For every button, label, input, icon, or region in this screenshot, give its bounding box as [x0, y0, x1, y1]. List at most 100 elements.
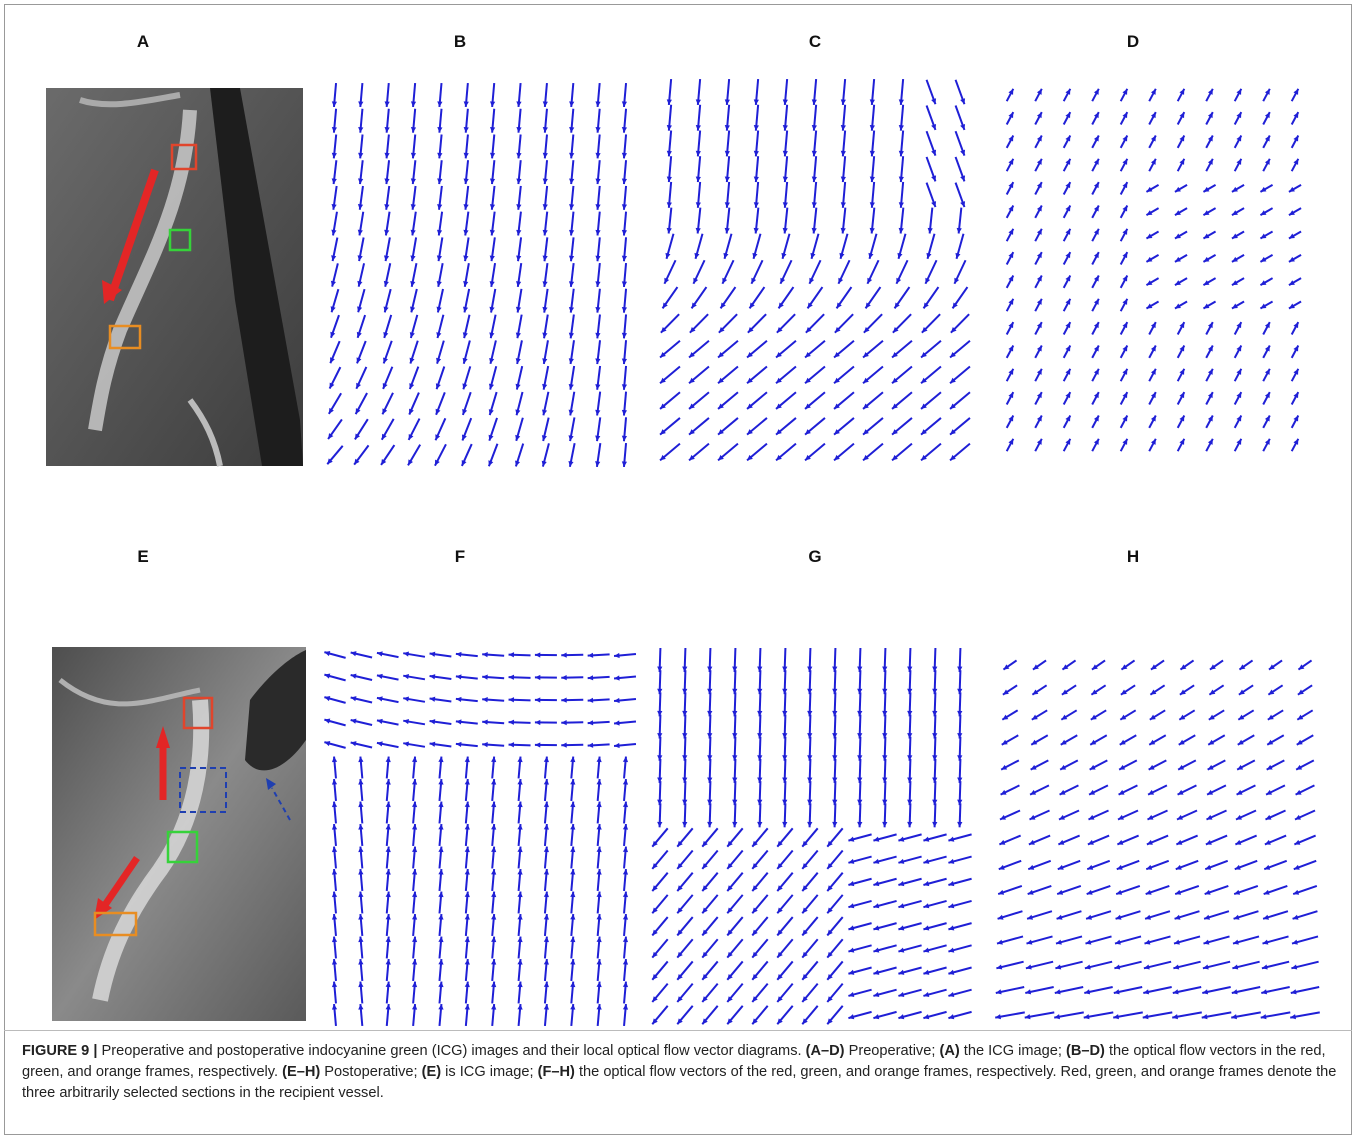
flow-arrowhead	[622, 127, 627, 133]
flow-arrowhead	[595, 178, 600, 184]
flow-arrowhead	[1175, 890, 1181, 895]
flow-arrowhead	[783, 151, 788, 157]
flow-arrowhead	[410, 358, 415, 364]
flow-arrowhead	[358, 847, 363, 853]
panel-label: C	[809, 32, 821, 51]
flow-arrowhead	[569, 127, 574, 133]
flow-arrowhead	[517, 847, 522, 853]
flow-arrowhead	[386, 892, 391, 898]
flow-arrowhead	[782, 822, 787, 827]
flow-arrowhead	[544, 937, 549, 943]
flow-arrowhead	[832, 822, 837, 827]
flow-arrowhead	[489, 435, 494, 441]
caption-text: (A–D)	[806, 1043, 845, 1059]
flow-arrowhead	[622, 384, 627, 390]
caption-text: Postoperative;	[320, 1064, 421, 1080]
flow-arrowhead	[412, 779, 417, 785]
flow-arrowhead	[597, 959, 602, 965]
flow-arrowhead	[725, 151, 730, 157]
flow-arrowhead	[614, 675, 620, 680]
flow-arrowhead	[757, 822, 762, 827]
flow-arrowhead	[732, 822, 737, 827]
flow-arrowhead	[667, 125, 672, 131]
flow-arrowhead	[544, 959, 549, 965]
flow-arrowhead	[438, 982, 443, 988]
panel-label: H	[1127, 547, 1139, 566]
flow-arrowhead	[517, 757, 522, 763]
flow-arrowhead	[754, 176, 759, 182]
flow-arrowhead	[622, 101, 627, 107]
flow-arrowhead	[754, 151, 759, 157]
flow-arrowhead	[465, 937, 470, 943]
flow-arrowhead	[482, 697, 488, 702]
caption-text: (E)	[422, 1064, 441, 1080]
flow-arrowhead	[491, 779, 496, 785]
flow-arrowhead	[960, 98, 965, 104]
flow-arrowhead	[491, 824, 496, 830]
flow-arrowhead	[412, 892, 417, 898]
flow-arrowhead	[561, 698, 566, 703]
flow-arrowhead	[465, 824, 470, 830]
flow-arrowhead	[569, 101, 574, 107]
flow-arrowhead	[570, 937, 575, 943]
flow-arrowhead	[386, 824, 391, 830]
flow-arrowhead	[386, 959, 391, 965]
icg-image-a	[46, 88, 303, 466]
flow-arrowhead	[438, 847, 443, 853]
caption-text: (B–D)	[1066, 1043, 1105, 1059]
flow-arrowhead	[358, 959, 363, 965]
flow-arrowhead	[597, 914, 602, 920]
flow-arrowhead	[622, 230, 627, 236]
flow-arrowhead	[412, 937, 417, 943]
flow-arrowhead	[931, 150, 936, 156]
figure-caption: FIGURE 9 | Preoperative and postoperativ…	[22, 1041, 1340, 1104]
flow-arrowhead	[437, 101, 442, 107]
caption-text: the ICG image;	[960, 1043, 1066, 1059]
flow-arrowhead	[841, 176, 846, 182]
flow-arrowhead	[569, 153, 574, 159]
flow-arrowhead	[960, 201, 965, 207]
flow-arrowhead	[623, 982, 628, 988]
flow-arrowhead	[870, 151, 875, 157]
flow-arrowhead	[570, 1004, 575, 1010]
flow-arrowhead	[438, 1004, 443, 1010]
flow-arrowhead	[385, 127, 390, 133]
flow-arrowhead	[998, 890, 1004, 895]
flow-arrowhead	[544, 869, 549, 875]
flow-arrowhead	[696, 202, 701, 208]
flow-arrowhead	[465, 869, 470, 875]
flow-arrowhead	[491, 937, 496, 943]
flow-arrowhead	[437, 127, 442, 133]
flow-arrowhead	[841, 151, 846, 157]
flow-arrowhead	[412, 847, 417, 853]
flow-arrowhead	[597, 847, 602, 853]
flow-arrowhead	[588, 698, 594, 703]
vector-field	[327, 83, 627, 467]
flow-arrowhead	[725, 176, 730, 182]
flow-arrowhead	[932, 822, 937, 827]
flow-arrowhead	[412, 1004, 417, 1010]
flow-arrowhead	[438, 757, 443, 763]
flow-arrowhead	[517, 959, 522, 965]
flow-arrowhead	[622, 256, 627, 262]
flow-arrowhead	[623, 757, 628, 763]
flow-arrowhead	[332, 1004, 337, 1010]
flow-arrowhead	[899, 151, 904, 157]
flow-arrowhead	[622, 153, 627, 159]
flow-arrowhead	[783, 176, 788, 182]
flow-arrowhead	[570, 982, 575, 988]
flow-arrowhead	[614, 653, 620, 658]
flow-arrowhead	[622, 178, 627, 184]
flow-arrowhead	[931, 124, 936, 130]
flow-arrowhead	[696, 99, 701, 105]
flow-arrowhead	[696, 151, 701, 157]
flow-arrowhead	[857, 822, 862, 827]
caption-text: (E–H)	[282, 1064, 320, 1080]
flow-arrowhead	[543, 127, 548, 133]
flow-arrowhead	[841, 202, 846, 208]
flow-arrowhead	[614, 720, 620, 725]
flow-arrowhead	[597, 824, 602, 830]
flow-arrowhead	[490, 153, 495, 159]
flow-arrowhead	[465, 959, 470, 965]
flow-arrowhead	[622, 307, 627, 313]
